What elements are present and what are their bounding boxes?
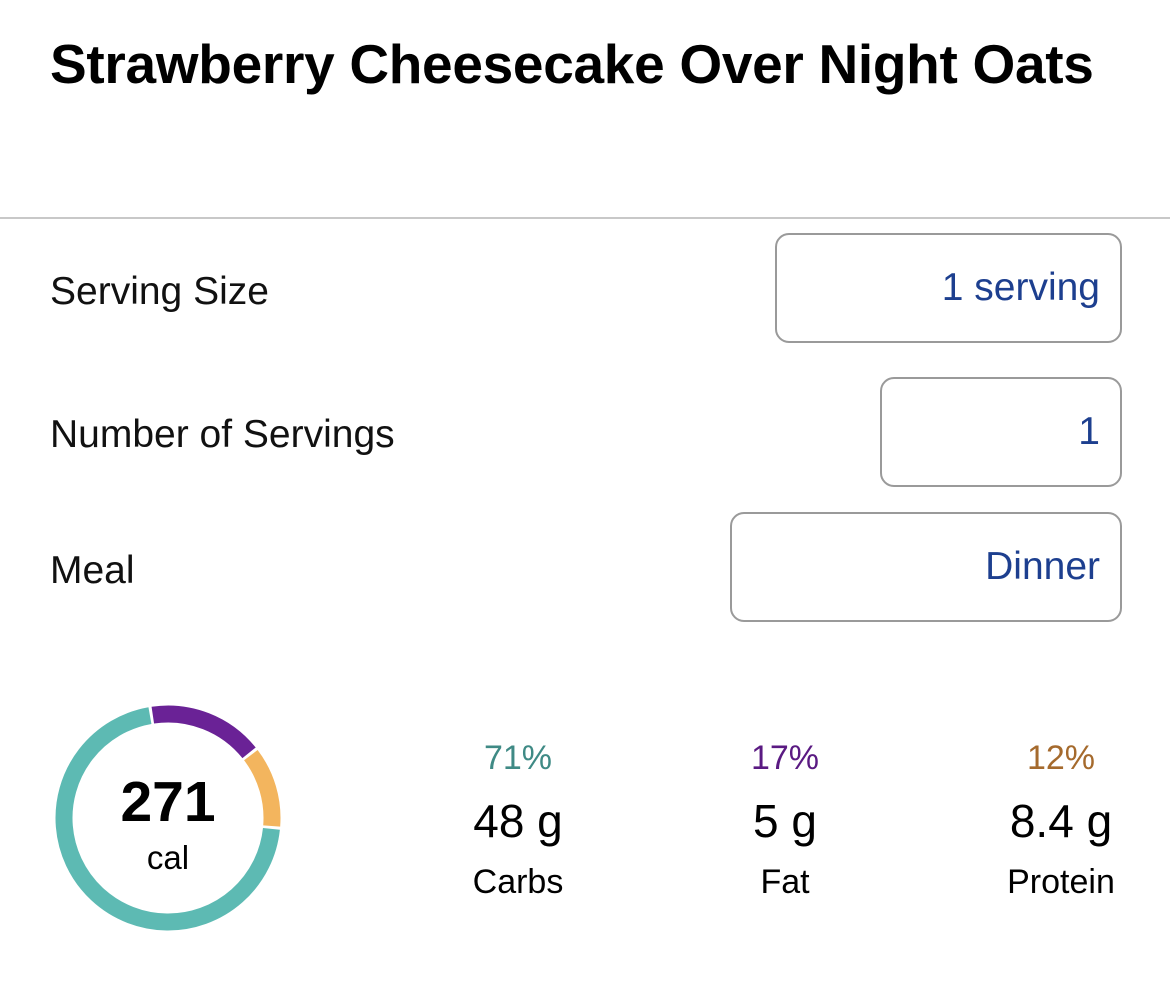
carbs-arc	[55, 707, 280, 931]
carbs-percent: 71%	[483, 739, 553, 777]
meal-label: Meal	[50, 549, 135, 592]
macro-ring-chart	[55, 705, 281, 931]
page-title: Strawberry Cheesecake Over Night Oats	[50, 33, 1094, 95]
protein-label: Protein	[1007, 863, 1115, 901]
protein-amount: 8.4 g	[1009, 795, 1113, 847]
fat-amount: 5 g	[753, 795, 817, 847]
header-divider	[0, 217, 1170, 219]
macro-fat: 17% 5 g Fat	[675, 736, 895, 904]
fat-label: Fat	[760, 863, 810, 901]
meal-field[interactable]: Dinner	[730, 512, 1122, 622]
serving-size-value: 1 serving	[941, 266, 1100, 309]
number-of-servings-label: Number of Servings	[50, 413, 395, 456]
number-of-servings-field[interactable]: 1	[880, 377, 1122, 487]
serving-size-field[interactable]: 1 serving	[775, 233, 1122, 343]
calories-unit: cal	[146, 839, 190, 876]
calorie-ring: 271 cal	[52, 702, 284, 934]
protein-arc	[243, 749, 281, 827]
protein-percent: 12%	[1026, 739, 1096, 777]
number-of-servings-value: 1	[1078, 410, 1100, 453]
fat-percent: 17%	[750, 739, 820, 777]
macro-protein: 12% 8.4 g Protein	[951, 736, 1170, 904]
calories-value: 271	[120, 770, 216, 834]
carbs-amount: 48 g	[473, 795, 563, 847]
carbs-label: Carbs	[472, 863, 564, 901]
serving-size-label: Serving Size	[50, 270, 269, 313]
fat-arc	[151, 705, 256, 759]
macro-carbs: 71% 48 g Carbs	[408, 736, 628, 904]
meal-value: Dinner	[985, 545, 1100, 588]
